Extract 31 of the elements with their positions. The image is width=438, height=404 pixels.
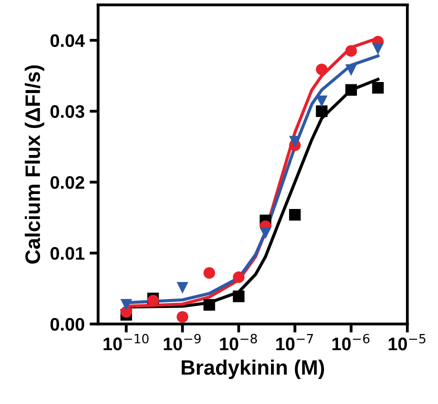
point	[232, 290, 244, 302]
point	[345, 84, 357, 96]
point	[372, 43, 384, 55]
x-axis-title: Bradykinin (M)	[182, 360, 324, 380]
x-tick-label: 10$^{−5}$	[388, 334, 426, 350]
point	[203, 299, 216, 311]
point	[176, 282, 188, 294]
y-tick-label: 0.02	[50, 176, 84, 189]
y-tick-label: 0.01	[50, 247, 84, 260]
y-tick-label: 0.00	[50, 318, 84, 331]
point	[345, 64, 357, 76]
point	[176, 311, 188, 323]
x-tick-label: 10$^{−9}$	[164, 334, 201, 350]
y-tick-label: 0.04	[50, 34, 85, 48]
x-tick-label: 10$^{−10}$	[104, 334, 149, 350]
x-tick-label: 10$^{−6}$	[332, 334, 370, 350]
point	[316, 95, 328, 108]
point	[289, 136, 301, 148]
point	[316, 105, 328, 118]
point	[372, 82, 384, 94]
point	[316, 64, 328, 76]
point	[232, 271, 244, 284]
point	[203, 267, 216, 279]
point	[289, 208, 301, 221]
x-tick-label: 10$^{−8}$	[220, 334, 257, 350]
point	[345, 45, 357, 57]
point	[120, 299, 132, 311]
x-tick-label: 10$^{−7}$	[276, 334, 313, 350]
y-tick-label: 0.03	[50, 105, 84, 118]
y-axis-title: Calcium Flux (ΔFI/s)	[24, 65, 44, 264]
point	[260, 227, 272, 240]
